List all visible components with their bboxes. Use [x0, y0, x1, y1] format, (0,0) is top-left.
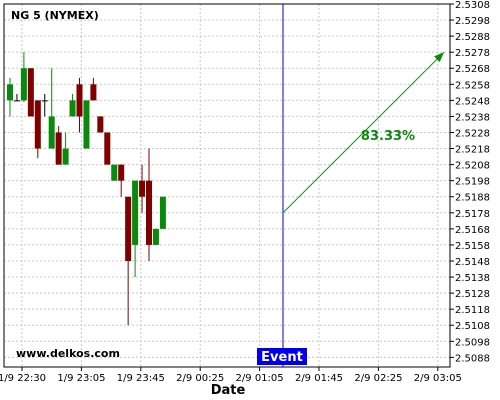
x-tick-label: 2/9 01:45 [295, 373, 343, 384]
y-tick-label: 2.5098 [455, 337, 490, 348]
projection-arrow [282, 51, 445, 214]
candle-body [152, 228, 159, 245]
x-tick-label: 2/9 00:25 [176, 373, 224, 384]
candle-body [104, 132, 111, 165]
candle-body [55, 132, 62, 165]
event-label: Event [261, 350, 303, 365]
y-tick-label: 2.5258 [455, 80, 490, 91]
y-axis: 2.5088 2.5098 2.5108 2.5118 2.5128 2.5138 2.51… [450, 0, 490, 364]
candle-body [27, 68, 34, 117]
event-box [257, 348, 307, 365]
y-tick-label: 2.5288 [455, 32, 490, 43]
x-tick-label: 2/9 02:25 [354, 373, 402, 384]
candle-body [34, 100, 41, 149]
candle-body [69, 100, 76, 117]
annotations: Event 83.33% [257, 4, 445, 367]
candle-body [7, 84, 13, 101]
x-tick-label: 1/9 23:45 [117, 373, 165, 384]
candles [7, 52, 166, 326]
x-tick-label: 1/9 22:30 [0, 373, 46, 384]
watermark: www.delkos.com [16, 347, 120, 360]
y-tick-label: 2.5088 [455, 353, 490, 364]
y-tick-label: 2.5168 [455, 225, 490, 236]
y-tick-label: 2.5228 [455, 128, 490, 139]
y-tick-label: 2.5198 [455, 177, 490, 188]
y-tick-label: 2.5238 [455, 112, 490, 123]
candle-body [83, 100, 90, 149]
y-tick-label: 2.5218 [455, 145, 490, 156]
candle-body [132, 180, 139, 245]
candle-body [90, 84, 97, 101]
y-tick-label: 2.5208 [455, 161, 490, 172]
x-tick-label: 1/9 23:05 [57, 373, 105, 384]
y-tick-label: 2.5188 [455, 193, 490, 204]
y-tick-label: 2.5158 [455, 241, 490, 252]
projection-label: 83.33% [361, 129, 415, 144]
y-tick-label: 2.5278 [455, 48, 490, 59]
candle-body [146, 180, 152, 245]
y-tick-label: 2.5298 [455, 16, 490, 27]
y-tick-label: 2.5108 [455, 321, 490, 332]
y-tick-label: 2.5268 [455, 64, 490, 75]
x-tick-label: 2/9 01:05 [236, 373, 284, 384]
x-tick-label: 2/9 03:05 [414, 373, 462, 384]
candle-body [13, 100, 20, 102]
y-tick-label: 2.5128 [455, 289, 490, 300]
y-tick-label: 2.5308 [455, 0, 490, 11]
candle-body [125, 196, 132, 261]
y-tick-label: 2.5178 [455, 209, 490, 220]
x-axis: 1/9 22:30 1/9 23:05 1/9 23:45 2/9 00:25 2/9 … [0, 367, 462, 384]
candle-body [139, 180, 146, 197]
candle-body [20, 68, 27, 101]
y-tick-label: 2.5138 [455, 273, 490, 284]
candle-body [97, 116, 104, 133]
candle-body [118, 164, 125, 181]
y-tick-label: 2.5148 [455, 257, 490, 268]
y-tick-label: 2.5248 [455, 96, 490, 107]
projection-arrowhead [434, 52, 444, 63]
grid [4, 3, 450, 367]
x-axis-label: Date [211, 383, 246, 398]
plot-frame [3, 3, 451, 368]
candle-body [159, 196, 166, 229]
candle-body [76, 84, 83, 117]
y-tick-label: 2.5118 [455, 305, 490, 316]
chart-title: NG 5 (NYMEX) [11, 9, 99, 22]
candle-body [41, 100, 48, 102]
candle-body [62, 148, 69, 165]
candle-body [48, 116, 55, 149]
candle-body [111, 164, 118, 181]
